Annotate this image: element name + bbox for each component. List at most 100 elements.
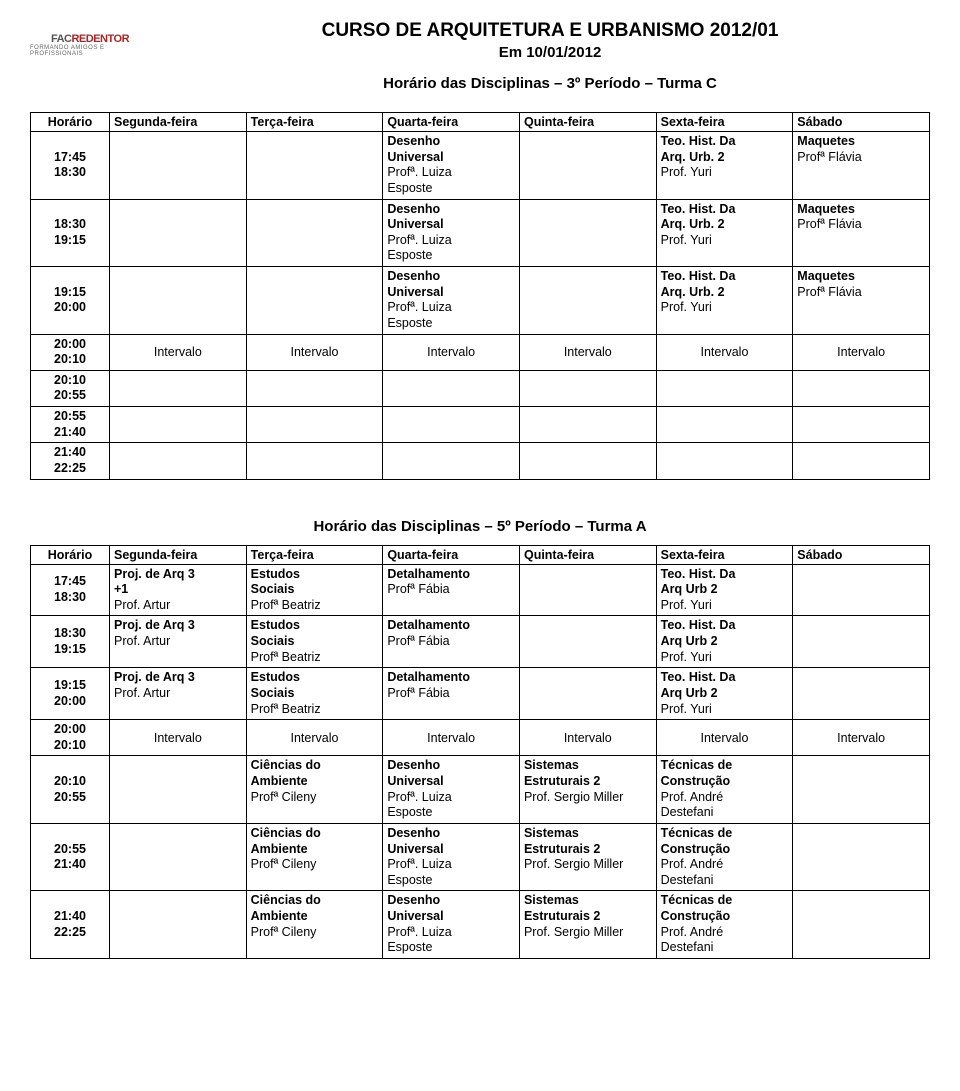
time-cell: 20:00 20:10 <box>31 334 110 370</box>
cell <box>246 407 383 443</box>
cell <box>519 668 656 720</box>
cell: DetalhamentoProfª Fábia <box>383 668 520 720</box>
col-header: Quarta-feira <box>383 113 520 132</box>
cell <box>793 443 930 479</box>
cell: Proj. de Arq 3+1Prof. Artur <box>110 564 247 616</box>
interval-cell: Intervalo <box>656 720 793 756</box>
cell <box>383 443 520 479</box>
cell: DesenhoUniversalProfª. LuizaEsposte <box>383 891 520 959</box>
cell <box>110 891 247 959</box>
cell: SistemasEstruturais 2Prof. Sergio Miller <box>519 756 656 824</box>
cell: MaquetesProfª Flávia <box>793 132 930 200</box>
cell <box>793 564 930 616</box>
cell: MaquetesProfª Flávia <box>793 267 930 335</box>
interval-cell: Intervalo <box>383 334 520 370</box>
cell <box>656 407 793 443</box>
schedule-title-a: Horário das Disciplinas – 5º Período – T… <box>30 518 930 535</box>
cell: MaquetesProfª Flávia <box>793 199 930 267</box>
cell: SistemasEstruturais 2Prof. Sergio Miller <box>519 891 656 959</box>
cell <box>793 891 930 959</box>
time-cell: 20:00 20:10 <box>31 720 110 756</box>
table-header-row: Horário Segunda-feira Terça-feira Quarta… <box>31 545 930 564</box>
cell <box>793 616 930 668</box>
col-header: Sexta-feira <box>656 545 793 564</box>
cell <box>519 407 656 443</box>
cell <box>519 616 656 668</box>
cell: Teo. Hist. DaArq. Urb. 2Prof. Yuri <box>656 132 793 200</box>
cell: DesenhoUniversalProfª. LuizaEsposte <box>383 823 520 891</box>
table-row: 19:15 20:00 Proj. de Arq 3Prof. Artur Es… <box>31 668 930 720</box>
time-cell: 20:10 20:55 <box>31 370 110 406</box>
logo-tagline: FORMANDO AMIGOS E PROFISSIONAIS <box>30 45 150 57</box>
cell: DesenhoUniversalProfª. LuizaEsposte <box>383 756 520 824</box>
table-header-row: Horário Segunda-feira Terça-feira Quarta… <box>31 113 930 132</box>
time-cell: 19:15 20:00 <box>31 267 110 335</box>
title-block: CURSO DE ARQUITETURA E URBANISMO 2012/01… <box>170 20 930 102</box>
cell <box>793 668 930 720</box>
interval-cell: Intervalo <box>793 720 930 756</box>
cell: Teo. Hist. DaArq. Urb. 2Prof. Yuri <box>656 267 793 335</box>
cell <box>519 267 656 335</box>
cell <box>246 370 383 406</box>
table-row: 20:10 20:55 <box>31 370 930 406</box>
table-row: 17:45 18:30 DesenhoUniversalProfª. Luiza… <box>31 132 930 200</box>
logo-text: FACREDENTOR <box>51 33 129 45</box>
cell: DesenhoUniversalProfª. LuizaEsposte <box>383 267 520 335</box>
table-row: 19:15 20:00 DesenhoUniversalProfª. Luiza… <box>31 267 930 335</box>
cell: Ciências doAmbienteProfª Cileny <box>246 891 383 959</box>
cell: Proj. de Arq 3Prof. Artur <box>110 668 247 720</box>
cell <box>793 407 930 443</box>
cell <box>110 823 247 891</box>
col-header: Sábado <box>793 545 930 564</box>
interval-cell: Intervalo <box>383 720 520 756</box>
cell: Teo. Hist. DaArq Urb 2Prof. Yuri <box>656 564 793 616</box>
cell: Ciências doAmbienteProfª Cileny <box>246 823 383 891</box>
schedule-table-a: Horário Segunda-feira Terça-feira Quarta… <box>30 545 930 959</box>
interval-cell: Intervalo <box>656 334 793 370</box>
table-row: 18:30 19:15 DesenhoUniversalProfª. Luiza… <box>31 199 930 267</box>
time-cell: 21:40 22:25 <box>31 443 110 479</box>
table-row-interval: 20:00 20:10 Intervalo Intervalo Interval… <box>31 334 930 370</box>
cell <box>383 370 520 406</box>
cell: SistemasEstruturais 2Prof. Sergio Miller <box>519 823 656 891</box>
cell <box>519 443 656 479</box>
cell: Técnicas deConstruçãoProf. AndréDestefan… <box>656 891 793 959</box>
page-header: FACREDENTOR FORMANDO AMIGOS E PROFISSION… <box>30 20 930 102</box>
course-title: CURSO DE ARQUITETURA E URBANISMO 2012/01 <box>170 20 930 42</box>
time-cell: 19:15 20:00 <box>31 668 110 720</box>
time-cell: 20:55 21:40 <box>31 823 110 891</box>
cell: Ciências doAmbienteProfª Cileny <box>246 756 383 824</box>
time-cell: 17:45 18:30 <box>31 564 110 616</box>
table-row: 20:55 21:40 Ciências doAmbienteProfª Cil… <box>31 823 930 891</box>
cell <box>656 370 793 406</box>
cell: EstudosSociaisProfª Beatriz <box>246 668 383 720</box>
cell <box>110 407 247 443</box>
time-cell: 21:40 22:25 <box>31 891 110 959</box>
table-row: 20:55 21:40 <box>31 407 930 443</box>
col-header: Quinta-feira <box>519 113 656 132</box>
cell: DetalhamentoProfª Fábia <box>383 616 520 668</box>
logo-main: REDENTOR <box>71 33 129 45</box>
schedule-title-c: Horário das Disciplinas – 3º Período – T… <box>170 75 930 92</box>
cell <box>519 199 656 267</box>
interval-cell: Intervalo <box>246 720 383 756</box>
table-row: 21:40 22:25 <box>31 443 930 479</box>
cell <box>246 443 383 479</box>
cell: DetalhamentoProfª Fábia <box>383 564 520 616</box>
col-header: Terça-feira <box>246 545 383 564</box>
cell: Técnicas deConstruçãoProf. AndréDestefan… <box>656 756 793 824</box>
cell <box>793 756 930 824</box>
cell: Teo. Hist. DaArq. Urb. 2Prof. Yuri <box>656 199 793 267</box>
cell <box>246 132 383 200</box>
cell <box>246 199 383 267</box>
time-cell: 18:30 19:15 <box>31 616 110 668</box>
table-row: 17:45 18:30 Proj. de Arq 3+1Prof. Artur … <box>31 564 930 616</box>
cell: Teo. Hist. DaArq Urb 2Prof. Yuri <box>656 616 793 668</box>
col-header: Terça-feira <box>246 113 383 132</box>
table-row: 20:10 20:55 Ciências doAmbienteProfª Cil… <box>31 756 930 824</box>
table-row-interval: 20:00 20:10 Intervalo Intervalo Interval… <box>31 720 930 756</box>
interval-cell: Intervalo <box>110 720 247 756</box>
col-header: Sexta-feira <box>656 113 793 132</box>
time-cell: 17:45 18:30 <box>31 132 110 200</box>
col-header: Segunda-feira <box>110 545 247 564</box>
